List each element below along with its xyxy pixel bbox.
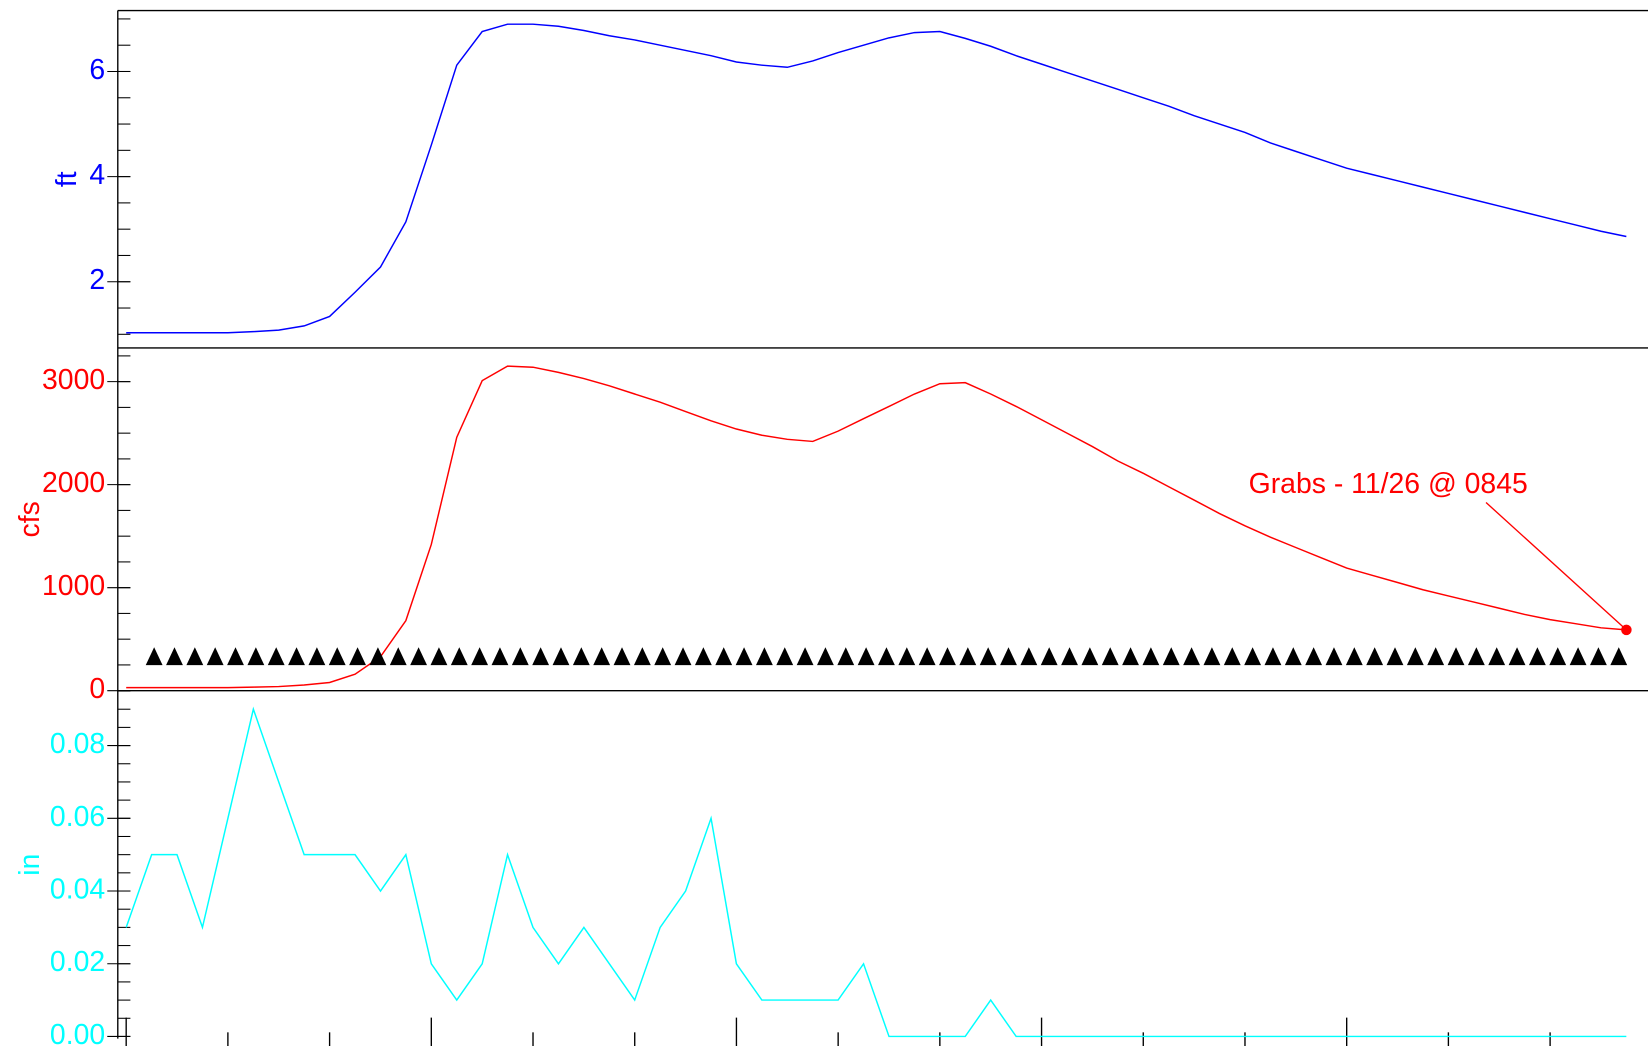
sample-marker [1142,647,1160,666]
sample-marker [288,647,305,666]
sample-marker [593,647,611,666]
y-tick-label: 1000 [42,570,105,602]
y-tick-label: 0.02 [50,946,105,978]
sample-marker [308,647,326,666]
sample-marker [471,647,489,666]
sample-marker [227,647,244,666]
sample-marker [1101,647,1119,666]
sample-marker [1569,647,1587,666]
sample-marker [674,647,692,666]
sample-marker [1386,647,1404,666]
series-line [125,706,1627,1038]
sample-marker [369,647,387,666]
y-tick-label: 2 [89,264,105,296]
y-axis-label: ft [51,171,83,187]
sample-marker [1020,647,1038,666]
sample-marker [857,647,875,666]
sample-marker [796,647,814,666]
series-line [126,365,1627,689]
sample-marker [1203,647,1221,666]
y-tick-label: 6 [89,54,105,86]
annotation-leader [1485,501,1627,631]
y-tick-label: 0.08 [50,728,105,760]
y-tick-label: 0 [89,673,105,705]
sample-marker [1284,647,1302,666]
sample-marker [979,647,997,666]
sample-marker [1447,647,1465,666]
sample-marker [1488,647,1506,666]
sample-marker [1000,647,1017,666]
sample-marker [1040,647,1058,666]
y-tick-label: 2000 [42,467,105,499]
sample-marker [1183,647,1200,666]
sample-marker [1081,647,1099,666]
sample-marker [410,647,428,666]
sample-marker [430,647,448,666]
sample-marker [1305,647,1323,666]
sample-marker [654,647,672,666]
y-tick-label: 3000 [42,364,105,396]
sample-marker [1345,647,1363,666]
annotation: Grabs - 11/26 @ 0845 [1249,468,1528,500]
y-tick-label: 4 [89,159,105,191]
sample-marker [837,647,855,666]
sample-marker [267,647,285,666]
sample-marker [959,647,977,666]
sample-marker [1427,647,1445,666]
sample-marker [328,647,346,666]
sample-marker [491,647,509,666]
sample-marker [735,647,753,666]
sample-marker [349,647,366,666]
sample-marker [1366,647,1384,666]
y-tick-label: 0.00 [50,1019,105,1046]
sample-marker [389,647,407,666]
sample-marker [694,647,712,666]
sample-marker [1264,647,1282,666]
y-tick-label: 0.04 [50,874,105,906]
sample-marker [166,647,183,666]
sample-marker [1467,647,1485,666]
sample-marker [1122,647,1139,666]
sample-marker [1061,647,1078,666]
sample-marker [939,647,956,666]
sample-marker [817,647,834,666]
sample-marker [898,647,916,666]
sample-marker [206,647,224,666]
sample-marker [532,647,550,666]
sample-marker [1406,647,1424,666]
sample-marker [715,647,733,666]
sample-marker [918,647,936,666]
sample-marker [511,647,529,666]
sample-marker [1610,647,1628,666]
y-tick-label: 0.06 [50,801,105,833]
sample-marker [1549,647,1567,666]
sample-marker [247,647,265,666]
sample-marker [1244,647,1262,666]
sample-marker [186,647,204,666]
series-line [126,23,1627,334]
sample-marker [1223,647,1241,666]
sample-marker [776,647,794,666]
sample-marker [572,647,590,666]
sample-marker [552,647,570,666]
plot-area [125,706,1627,1038]
sample-marker [145,647,163,666]
sample-marker [1528,647,1546,666]
sample-marker [1590,647,1607,666]
sample-marker [450,647,468,666]
sample-marker [613,647,631,666]
sample-marker [633,647,651,666]
sample-marker [878,647,895,666]
y-axis-label: cfs [14,501,46,537]
sample-marker [755,647,773,666]
annotation-point [1621,624,1632,636]
sample-marker [1162,647,1180,666]
sample-marker [1325,647,1343,666]
y-axis-label: in [14,854,46,876]
sample-marker [1508,647,1526,666]
